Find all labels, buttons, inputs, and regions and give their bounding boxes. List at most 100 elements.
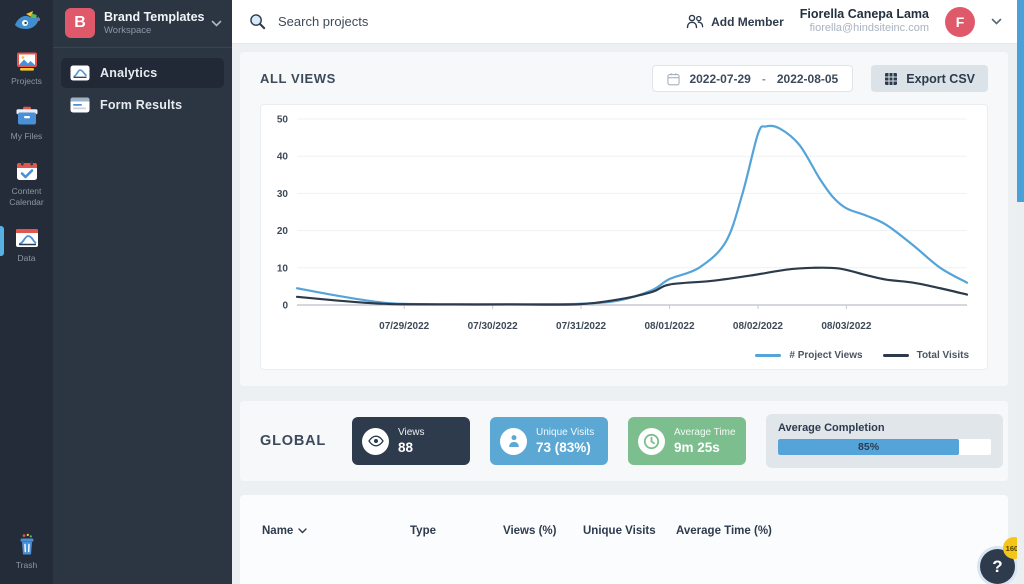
sidebar-item-label: Data: [17, 252, 36, 263]
person-icon: [500, 427, 528, 455]
table-header-row: Name Type Views (%) Unique Visits Averag…: [240, 495, 1008, 537]
results-table-panel: Name Type Views (%) Unique Visits Averag…: [240, 495, 1008, 584]
export-csv-label: Export CSV: [906, 71, 975, 86]
search-input[interactable]: [278, 14, 538, 29]
stat-card-views: Views 88: [352, 417, 471, 465]
sort-chevron-icon: [298, 528, 308, 534]
sidebar-menu: Analytics Form Results: [53, 48, 232, 132]
stat-value: 88: [398, 439, 414, 455]
legend-item-project-views: # Project Views: [755, 350, 863, 361]
app-logo-icon[interactable]: [12, 9, 42, 34]
column-header-views[interactable]: Views (%): [503, 525, 557, 537]
sidebar-item-trash[interactable]: Trash: [0, 530, 53, 574]
calendar-icon: [667, 72, 681, 86]
user-name: Fiorella Canepa Lama: [799, 6, 929, 21]
svg-text:0: 0: [282, 301, 288, 312]
views-chart-card: 0 10 20 30 40 50 07/29/2022 07/30/2022 07/31/202…: [260, 104, 988, 370]
completion-progress-bar: 85%: [778, 439, 992, 455]
scrollbar-thumb[interactable]: [1017, 0, 1024, 202]
calendar-check-icon: [15, 160, 39, 182]
section-title: ALL VIEWS: [260, 71, 336, 86]
workspace-sidebar: B Brand Templates Workspace Analytics: [53, 0, 232, 584]
stat-value: 73 (83%): [536, 439, 591, 455]
clock-icon: [638, 427, 666, 455]
data-chart-icon: [14, 227, 40, 249]
stat-card-unique-visits: Unique Visits 73 (83%): [490, 417, 609, 465]
date-range-picker[interactable]: 2022-07-29 - 2022-08-05: [652, 65, 854, 92]
sidebar-item-content-calendar[interactable]: Content Calendar: [0, 157, 53, 210]
main-area: Add Member Fiorella Canepa Lama fiorella…: [232, 0, 1024, 584]
menu-item-label: Analytics: [100, 66, 158, 80]
all-views-panel: ALL VIEWS 2022-07-29 -: [240, 52, 1008, 386]
user-email: fiorella@hindsiteinc.com: [809, 22, 929, 35]
average-completion-card: Average Completion 85%: [766, 414, 1004, 468]
workspace-name: Brand Templates: [104, 9, 205, 24]
sidebar-item-projects[interactable]: Projects: [0, 48, 53, 90]
legend-line-icon: [882, 354, 909, 357]
svg-text:08/01/2022: 08/01/2022: [644, 321, 694, 332]
stat-label: Unique Visits: [536, 426, 595, 438]
svg-text:50: 50: [277, 115, 289, 126]
global-stats-panel: GLOBAL Views 88: [240, 401, 1008, 481]
analytics-icon: [70, 65, 90, 81]
completion-label: Average Completion: [778, 422, 885, 434]
sidebar-item-data[interactable]: Data: [0, 224, 53, 267]
export-grid-icon: [884, 72, 898, 86]
stat-label: Average Time: [674, 426, 736, 438]
svg-text:07/31/2022: 07/31/2022: [556, 321, 606, 332]
files-box-icon: [15, 106, 39, 127]
content-area: ALL VIEWS 2022-07-29 -: [232, 44, 1024, 584]
global-label: GLOBAL: [260, 433, 327, 449]
column-header-average-time[interactable]: Average Time (%): [676, 525, 772, 537]
form-results-icon: [70, 97, 90, 113]
workspace-avatar: B: [65, 8, 95, 38]
date-range-start: 2022-07-29: [689, 71, 751, 86]
chevron-down-icon[interactable]: [211, 20, 222, 27]
svg-text:30: 30: [277, 189, 289, 200]
chart-legend: # Project Views Total Visits: [755, 350, 969, 361]
sidebar-item-label: Trash: [15, 560, 38, 571]
sidebar-item-label: Projects: [11, 76, 42, 86]
projects-icon: [14, 51, 40, 72]
completion-progress-fill: 85%: [778, 439, 960, 455]
trash-icon: [15, 533, 39, 556]
user-avatar[interactable]: F: [945, 6, 975, 37]
column-header-type[interactable]: Type: [410, 525, 436, 537]
menu-item-form-results[interactable]: Form Results: [61, 90, 224, 120]
topbar: Add Member Fiorella Canepa Lama fiorella…: [232, 0, 1024, 44]
svg-text:20: 20: [277, 226, 289, 237]
column-header-name[interactable]: Name: [262, 525, 410, 537]
column-label: Name: [262, 525, 294, 537]
svg-text:08/02/2022: 08/02/2022: [733, 321, 783, 332]
column-header-unique-visits[interactable]: Unique Visits: [583, 525, 656, 537]
svg-text:07/30/2022: 07/30/2022: [468, 321, 518, 332]
workspace-switcher[interactable]: B Brand Templates Workspace: [53, 0, 232, 48]
workspace-type: Workspace: [104, 25, 152, 37]
views-chart: 0 10 20 30 40 50 07/29/2022 07/30/2022 07/31/202…: [277, 115, 969, 332]
add-member-icon: [686, 14, 704, 29]
icon-rail: Projects My Files Content Calendar: [0, 0, 53, 584]
eye-icon: [362, 427, 390, 455]
sidebar-item-label: My Files: [10, 130, 43, 141]
add-member-button[interactable]: Add Member: [686, 14, 784, 29]
menu-item-analytics[interactable]: Analytics: [61, 58, 224, 88]
legend-item-total-visits: Total Visits: [882, 350, 969, 361]
date-range-end: 2022-08-05: [776, 71, 839, 86]
svg-text:07/29/2022: 07/29/2022: [379, 321, 429, 332]
menu-item-label: Form Results: [100, 98, 183, 112]
export-csv-button[interactable]: Export CSV: [871, 65, 988, 92]
svg-text:40: 40: [277, 152, 289, 163]
page-scrollbar[interactable]: [1017, 0, 1024, 584]
stat-card-average-time: Average Time 9m 25s: [628, 417, 747, 465]
svg-text:08/03/2022: 08/03/2022: [821, 321, 871, 332]
search-bar[interactable]: [248, 12, 686, 31]
search-icon: [248, 12, 267, 31]
legend-label: # Project Views: [789, 350, 863, 361]
user-menu-chevron-icon[interactable]: [991, 18, 1002, 25]
svg-text:10: 10: [277, 263, 289, 274]
user-info: Fiorella Canepa Lama fiorella@hindsitein…: [800, 7, 929, 36]
legend-line-icon: [755, 354, 782, 357]
date-range-separator: -: [761, 71, 766, 86]
legend-label: Total Visits: [916, 350, 969, 361]
sidebar-item-my-files[interactable]: My Files: [0, 103, 53, 145]
